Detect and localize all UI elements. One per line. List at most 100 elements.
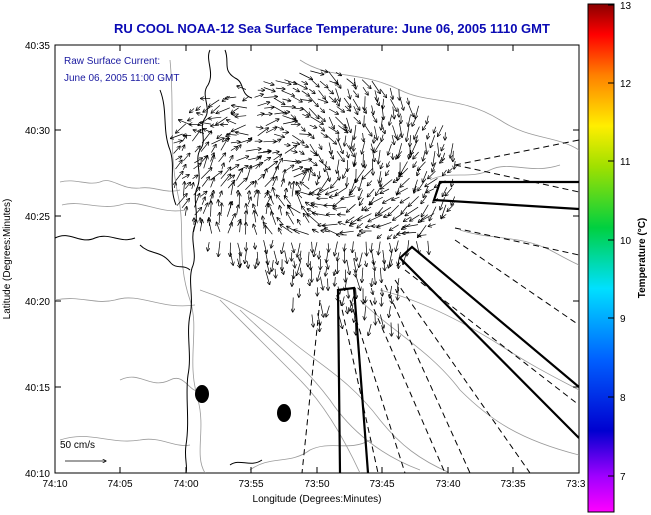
current-vector [257, 175, 264, 181]
current-vector [201, 197, 205, 205]
current-vector [403, 224, 419, 228]
current-vector [275, 268, 276, 278]
current-vector [363, 132, 364, 142]
current-vector [393, 213, 403, 220]
current-vector [361, 79, 371, 89]
current-vector [359, 189, 363, 200]
current-vector [263, 87, 275, 92]
current-vector [344, 105, 351, 111]
current-vector [389, 87, 393, 99]
current-vector [293, 297, 294, 313]
current-vector [280, 179, 284, 187]
current-vector [293, 108, 303, 109]
x-tick-label: 73:40 [435, 479, 460, 490]
current-vector [324, 228, 338, 235]
current-vector [438, 142, 440, 157]
current-vector [326, 170, 330, 181]
current-vector [192, 183, 194, 189]
current-vector [309, 96, 319, 107]
current-vector [309, 160, 317, 166]
current-vector [396, 151, 403, 159]
current-vector [248, 197, 251, 205]
current-vector [265, 225, 266, 234]
current-vector [311, 193, 320, 195]
current-vector [200, 191, 207, 197]
y-tick-label: 40:15 [25, 383, 50, 394]
current-vector [255, 127, 263, 128]
current-vector [216, 107, 230, 114]
current-vector [318, 159, 330, 170]
current-vector [359, 198, 364, 205]
current-vector [173, 146, 181, 154]
current-vector [312, 241, 313, 253]
current-vector [283, 121, 297, 125]
current-vector [197, 113, 204, 115]
current-vector [378, 206, 392, 215]
current-vector [265, 128, 277, 134]
current-vector [240, 222, 241, 233]
current-vector [227, 223, 232, 234]
current-vector [272, 177, 277, 187]
current-vector [290, 242, 294, 253]
current-vector [405, 206, 419, 216]
current-vector [264, 177, 274, 187]
current-vector [210, 178, 215, 188]
current-vector [343, 97, 351, 107]
current-vector [200, 168, 212, 180]
current-vector [277, 218, 284, 225]
current-vector [182, 145, 185, 151]
current-vector [399, 98, 403, 110]
current-vector [354, 159, 356, 167]
current-vector [329, 196, 338, 198]
current-vector [225, 97, 237, 98]
current-vector [311, 79, 319, 87]
current-vector [319, 250, 320, 259]
current-vector [247, 261, 248, 268]
current-vector [184, 182, 190, 190]
current-vector [319, 107, 324, 113]
current-vector [320, 132, 327, 138]
current-vector [418, 178, 427, 191]
current-vector [263, 240, 267, 253]
current-vector [353, 90, 358, 98]
current-vector [408, 196, 419, 206]
current-vector [326, 188, 339, 194]
figure-title: RU COOL NOAA-12 Sea Surface Temperature:… [114, 21, 550, 36]
current-vector [389, 224, 399, 231]
x-tick-label: 73:45 [369, 479, 394, 490]
current-vector [257, 191, 258, 207]
current-vector [328, 278, 329, 291]
current-vectors [170, 70, 455, 339]
current-vector [216, 116, 228, 125]
current-vector [292, 181, 294, 197]
current-vector [292, 135, 304, 143]
current-vector [334, 241, 338, 256]
current-vector [336, 81, 341, 88]
current-vector [308, 107, 319, 119]
current-vector [328, 108, 338, 114]
current-vector [284, 79, 297, 84]
colorbar-tick: 12 [620, 79, 632, 90]
current-vector [216, 222, 221, 233]
current-vector [400, 177, 410, 187]
current-vector [443, 169, 447, 176]
current-vector [440, 197, 446, 210]
current-vector [335, 71, 342, 75]
current-vector [297, 191, 311, 196]
current-vector [346, 78, 356, 86]
current-vector [351, 178, 357, 193]
current-vector [351, 215, 363, 224]
current-vector [374, 270, 375, 285]
current-vector [203, 107, 211, 112]
current-vector [265, 119, 279, 127]
x-axis: 74:10 74:05 74:00 73:55 73:50 73:45 73:4… [42, 45, 586, 490]
current-vector [245, 149, 261, 152]
colorbar-tick: 9 [620, 314, 626, 325]
current-vector [257, 102, 270, 107]
current-vector [367, 180, 373, 186]
current-vector [409, 149, 411, 159]
current-vector [389, 306, 391, 317]
current-vector [372, 105, 374, 114]
current-vector [359, 177, 364, 190]
current-vector [281, 90, 295, 96]
